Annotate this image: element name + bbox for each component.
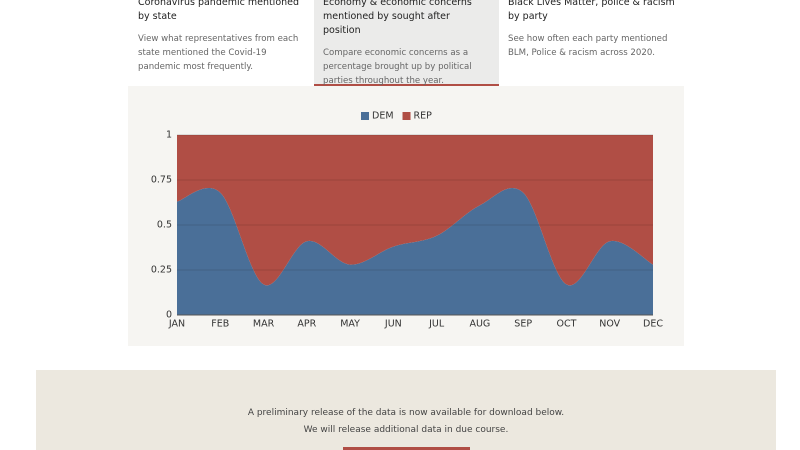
tab[interactable]: Coronavirus pandemic mentioned by state … bbox=[129, 0, 314, 86]
x-tick-label: MAY bbox=[340, 319, 360, 330]
tab-description: See how often each party mentioned BLM, … bbox=[508, 34, 668, 58]
x-tick-label: FEB bbox=[211, 319, 229, 330]
footer-line: A preliminary release of the data is now… bbox=[247, 408, 565, 418]
legend-label: DEM bbox=[372, 111, 394, 122]
area bbox=[177, 187, 653, 315]
x-tick-label: SEP bbox=[514, 319, 532, 330]
tab-title: Black Lives Matter, police & racism by p… bbox=[508, 0, 675, 22]
footer-line: We will release additional data in due c… bbox=[303, 425, 509, 435]
y-tick-label: 0.5 bbox=[157, 220, 172, 231]
x-tick-label: NOV bbox=[599, 319, 620, 330]
tab-description: Compare economic concerns as a percentag… bbox=[323, 48, 472, 86]
x-tick-label: JAN bbox=[168, 319, 185, 330]
tab-title: Coronavirus pandemic mentioned by state bbox=[138, 0, 300, 22]
tab-description: View what representatives from each stat… bbox=[138, 34, 299, 72]
chart: 0 0.25 0.5 0.75 1 JAN FEB MAR APR MAY JUN JUL AUG SEP… bbox=[151, 111, 663, 330]
x-tick-label: JUN bbox=[384, 319, 402, 330]
y-tick-label: 0 bbox=[166, 310, 172, 321]
area bbox=[177, 135, 653, 286]
x-tick-label: OCT bbox=[556, 319, 576, 330]
legend-label: REP bbox=[414, 111, 433, 122]
y-tick-label: 0.25 bbox=[151, 265, 172, 276]
download-section: A preliminary release of the data is now… bbox=[36, 370, 776, 450]
x-tick-label: APR bbox=[297, 319, 316, 330]
tab-title: Economy & economic concerns mentioned by… bbox=[323, 0, 472, 36]
x-tick-label: DEC bbox=[643, 319, 663, 330]
chart-panel: 0 0.25 0.5 0.75 1 JAN FEB MAR APR MAY JUN JUL AUG SEP… bbox=[128, 86, 684, 346]
tab[interactable]: Economy & economic concerns mentioned by… bbox=[314, 0, 499, 86]
y-tick-label: 0.75 bbox=[151, 175, 172, 186]
x-tick-label: MAR bbox=[253, 319, 275, 330]
legend-swatch bbox=[361, 112, 369, 120]
download-button[interactable] bbox=[343, 447, 470, 450]
tab[interactable]: Black Lives Matter, police & racism by p… bbox=[499, 0, 684, 86]
x-tick-label: AUG bbox=[469, 319, 490, 330]
legend-swatch bbox=[402, 112, 411, 120]
y-tick-label: 1 bbox=[166, 130, 172, 141]
x-tick-label: JUL bbox=[428, 319, 445, 330]
